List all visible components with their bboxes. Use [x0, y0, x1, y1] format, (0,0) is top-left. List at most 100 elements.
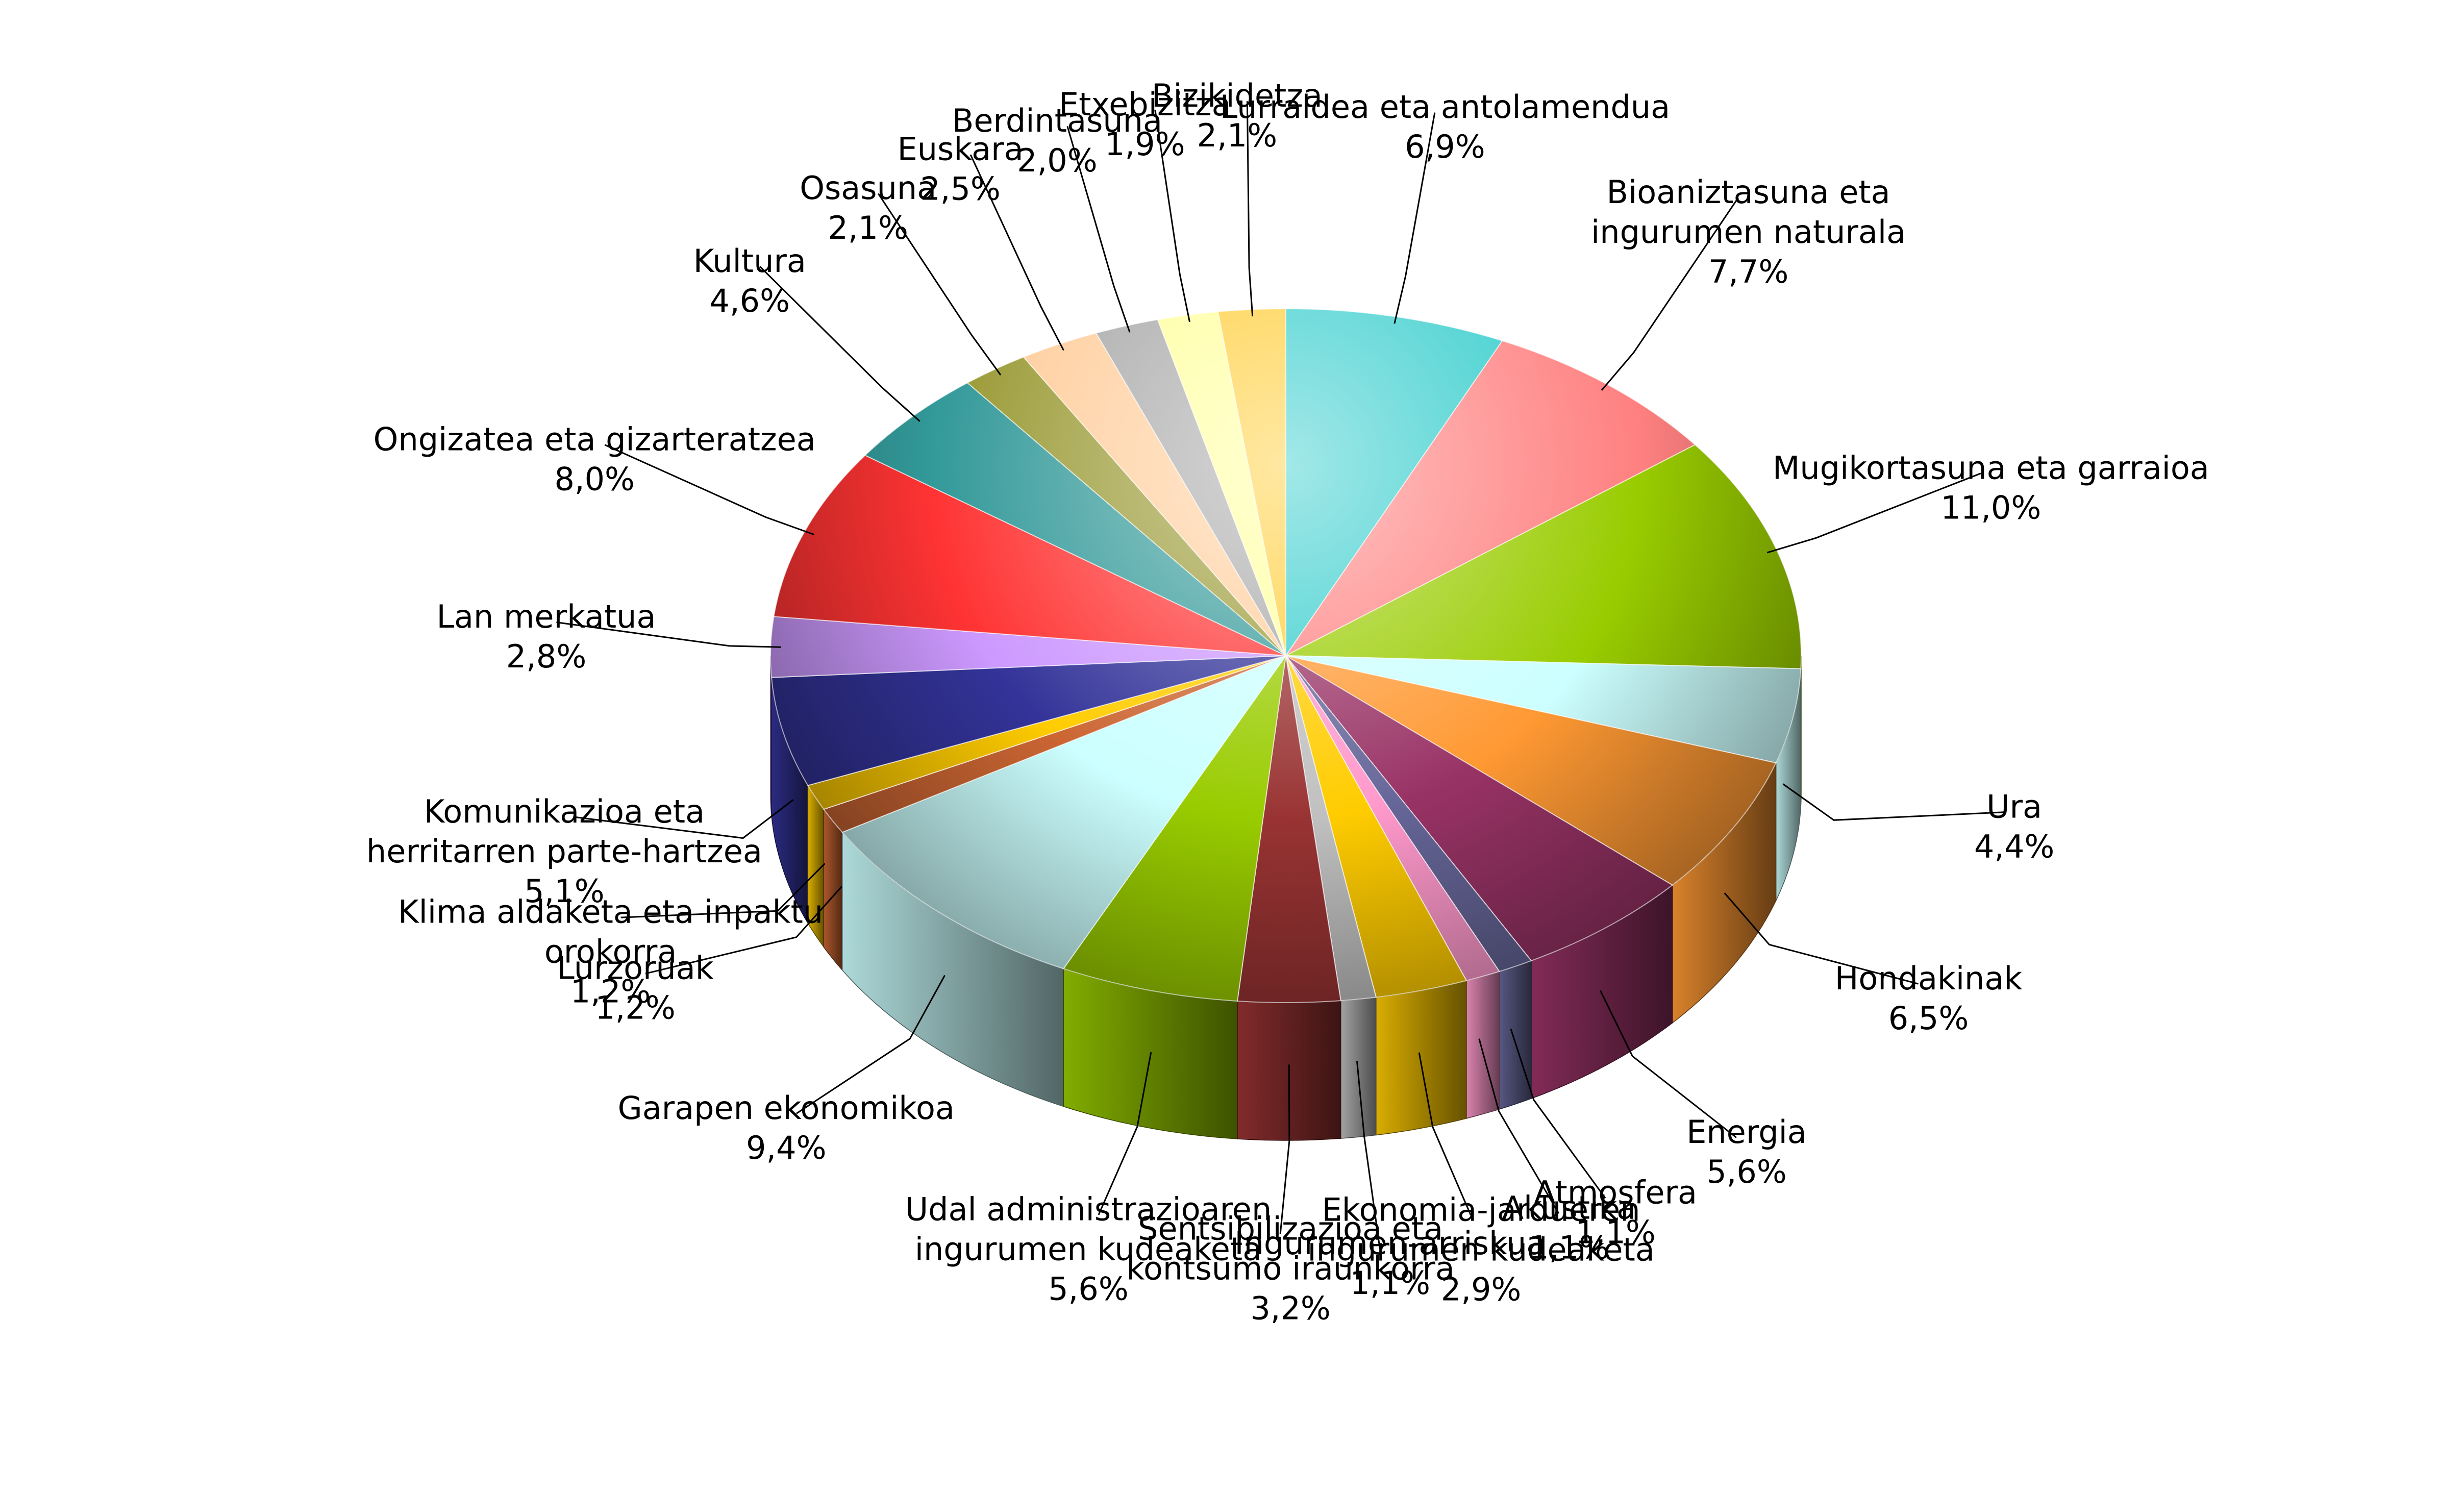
slice-value-label: 2,0% [1017, 142, 1098, 179]
slice-name-label: Udal administrazioaren [905, 1191, 1272, 1228]
slice-label-mugikortasuna-eta-garraioa: Mugikortasuna eta garraioa 11,0% [1773, 449, 2209, 526]
slice-name-label: Sentsibilizazioa eta [1138, 1210, 1443, 1248]
slice-value-label: 11,0% [1940, 489, 2041, 526]
slice-value-label: 4,4% [1974, 828, 2055, 865]
slice-label-bioaniztasuna-eta-ingurumen-naturala: Bioaniztasuna eta ingurumen naturala 7,7% [1591, 173, 1906, 290]
slice-name-label: Ingurumen-arriskua [1234, 1225, 1546, 1262]
slice-name-label: Osasuna [800, 169, 936, 207]
slice-name-label: Komunikazioa eta [424, 793, 705, 830]
slice-name-label: herritarren parte-hartzea [366, 833, 762, 870]
leader-line-lurraldea-eta-antolamendua [1393, 112, 1436, 324]
leader-line-kultura [759, 266, 920, 422]
slice-value-label: 2,9% [1441, 1271, 1522, 1308]
leader-line-ekonomia-jardueren-ingurumen-kudeaketa [1418, 1052, 1472, 1216]
slice-label-ingurumen-arriskua: Ingurumen-arriskua 1,1% [1234, 1225, 1546, 1302]
slice-name-label: kontsumo iraunkorra [1126, 1250, 1455, 1287]
slice-label-klima-aldaketa-eta-inpaktu-orokorra: Klima aldaketa eta inpaktu orokorra 1,2% [398, 893, 823, 1010]
slice-label-akustika: Akustika 1,1% [1502, 1189, 1636, 1266]
pie-slice-ura [1285, 655, 1802, 764]
slice-name-label: Bioaniztasuna eta [1607, 173, 1890, 211]
leader-line-ura [1782, 783, 2004, 821]
pie-slice-ongizatea-eta-gizarteratzea [773, 455, 1286, 656]
leader-line-sentsibilizazioa-eta-kontsumo-iraunkorra [1279, 1064, 1290, 1235]
slice-value-label: 1,2% [595, 989, 676, 1027]
slice-value-label: 5,6% [1048, 1271, 1129, 1308]
slice-value-label: 2,1% [1197, 117, 1278, 154]
slice-label-udal-administrazioaren-ingurumen-kudeaketa: Udal administrazioaren ingurumen kudeaket… [905, 1191, 1272, 1308]
pie-side-ekonomia-jardueren-ingurumen-kudeaketa [1376, 980, 1467, 1136]
slice-name-label: ingurumen kudeaketa [1307, 1231, 1654, 1268]
pie-slice-hondakinak [1285, 655, 1777, 886]
pie-slice-energia [1285, 655, 1674, 962]
pie-slice-mugikortasuna-eta-garraioa [1285, 444, 1802, 669]
pie-slice-garapen-ekonomikoa [841, 654, 1287, 969]
slice-value-label: 5,6% [1706, 1153, 1787, 1190]
slice-label-lurraldea-eta-antolamendua: Lurraldea eta antolamendua 6,9% [1220, 88, 1670, 165]
slice-label-energia: Energia 5,6% [1686, 1113, 1807, 1190]
pie-slice-kultura [864, 382, 1286, 656]
slice-name-label: Kultura [693, 242, 806, 280]
pie-slice-komunikazioa-eta-herritarren-parte-hartzea [770, 655, 1286, 786]
slice-name-label: Energia [1686, 1113, 1807, 1151]
slice-label-berdintasuna: Berdintasuna 2,0% [952, 102, 1162, 179]
slice-label-etxebizitza: Etxebizitza 1,9% [1059, 86, 1231, 163]
leader-line-klima-aldaketa-eta-inpaktu-orokorra [620, 863, 826, 918]
leader-line-garapen-ekonomikoa [795, 975, 945, 1114]
leader-line-atmosfera [1510, 1029, 1606, 1199]
slice-name-label: Atmosfera [1534, 1174, 1697, 1211]
leader-line-energia [1600, 990, 1737, 1138]
leader-line-lurzoruak [645, 886, 842, 975]
slice-name-label: Klima aldaketa eta inpaktu [398, 893, 823, 931]
leader-line-euskara [969, 154, 1064, 351]
leader-line-berdintasuna [1066, 126, 1131, 333]
slice-name-label: Euskara [898, 131, 1024, 168]
slice-label-euskara: Euskara 2,5% [898, 131, 1024, 208]
leader-line-lan-merkatua [556, 621, 781, 648]
slice-label-ongizatea-eta-gizarteratzea: Ongizatea eta gizarteratzea 8,0% [374, 420, 816, 497]
pie-slice-udal-administrazioaren-ingurumen-kudeaketa [1062, 655, 1286, 1002]
slice-name-label: Mugikortasuna eta garraioa [1773, 449, 2209, 486]
pie-labels: Lurraldea eta antolamendua 6,9% Bioaniztas… [366, 77, 2209, 1327]
pie-top [770, 308, 1802, 1003]
slice-value-label: 8,0% [554, 460, 635, 497]
leader-line-udal-administrazioaren-ingurumen-kudeaketa [1098, 1052, 1152, 1215]
slice-name-label: Lurzoruak [557, 950, 713, 987]
slice-label-kultura: Kultura 4,6% [693, 242, 806, 319]
slice-value-label: 9,4% [746, 1129, 827, 1166]
slice-label-osasuna: Osasuna 2,1% [800, 169, 936, 246]
leader-line-bioaniztasuna-eta-ingurumen-naturala [1601, 197, 1739, 391]
slice-name-label: Garapen ekonomikoa [618, 1089, 955, 1127]
slice-value-label: 1,1% [1529, 1229, 1609, 1266]
slice-label-komunikazioa-eta-herritarren-parte-hartzea: Komunikazioa eta herritarren parte-hartze… [366, 793, 762, 910]
leader-line-ongizatea-eta-gizarteratzea [604, 444, 814, 535]
slice-name-label: Etxebizitza [1059, 86, 1231, 123]
slice-value-label: 5,1% [524, 873, 605, 910]
slice-value-label: 2,1% [828, 209, 908, 246]
pie-sides [770, 655, 1802, 1141]
slice-name-label: ingurumen kudeaketa [915, 1231, 1262, 1268]
slice-label-atmosfera: Atmosfera 1,1% [1534, 1174, 1697, 1251]
slice-name-label: Hondakinak [1835, 960, 2023, 997]
slice-value-label: 1,2% [570, 973, 651, 1010]
slice-value-label: 6,9% [1405, 128, 1485, 165]
slice-name-label: Bizikidetza [1152, 77, 1323, 114]
slice-label-lurzoruak: Lurzoruak 1,2% [557, 950, 713, 1027]
slice-name-label: Ura [1986, 788, 2042, 825]
pie-side-atmosfera [1499, 960, 1532, 1110]
leader-line-komunikazioa-eta-herritarren-parte-hartzea [574, 799, 794, 839]
slice-name-label: Ongizatea eta gizarteratzea [374, 420, 816, 458]
slice-label-hondakinak: Hondakinak 6,5% [1835, 960, 2023, 1037]
leader-line-hondakinak [1724, 892, 1919, 985]
slice-name-label: ingurumen naturala [1591, 213, 1906, 251]
pie-slice-bioaniztasuna-eta-ingurumen-naturala [1285, 340, 1696, 656]
slice-value-label: 2,5% [920, 170, 1001, 208]
slice-value-label: 7,7% [1708, 253, 1789, 290]
slice-value-label: 3,2% [1250, 1290, 1331, 1327]
slice-label-ura: Ura 4,4% [1974, 788, 2055, 865]
slice-label-sentsibilizazioa-eta-kontsumo-iraunkorra: Sentsibilizazioa eta kontsumo iraunkorra 3… [1126, 1210, 1455, 1327]
leader-line-bizikidetza [1246, 101, 1254, 317]
slice-value-label: 6,5% [1888, 1000, 1969, 1037]
leader-line-mugikortasuna-eta-garraioa [1766, 472, 1981, 554]
